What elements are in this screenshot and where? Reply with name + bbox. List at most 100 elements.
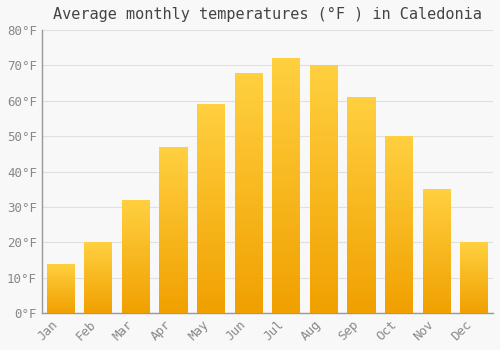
Bar xyxy=(422,241,451,243)
Bar xyxy=(122,245,150,247)
Bar xyxy=(234,213,262,217)
Bar xyxy=(310,305,338,309)
Bar xyxy=(272,75,300,79)
Bar xyxy=(84,271,112,272)
Bar xyxy=(460,289,488,291)
Bar xyxy=(84,307,112,308)
Bar xyxy=(460,305,488,306)
Bar xyxy=(460,278,488,279)
Bar xyxy=(160,199,188,202)
Bar xyxy=(234,165,262,169)
Bar xyxy=(422,278,451,280)
Bar xyxy=(122,228,150,230)
Bar xyxy=(272,88,300,92)
Bar xyxy=(348,137,376,140)
Bar xyxy=(160,269,188,272)
Bar xyxy=(84,292,112,293)
Bar xyxy=(84,281,112,282)
Bar xyxy=(385,301,413,304)
Bar xyxy=(46,293,74,294)
Bar xyxy=(348,223,376,227)
Bar xyxy=(422,224,451,226)
Bar xyxy=(348,230,376,234)
Bar xyxy=(122,307,150,309)
Bar xyxy=(385,148,413,151)
Bar xyxy=(385,189,413,192)
Bar xyxy=(422,303,451,305)
Bar xyxy=(422,290,451,293)
Bar xyxy=(46,265,74,266)
Bar xyxy=(197,181,225,184)
Bar xyxy=(122,230,150,232)
Bar xyxy=(46,286,74,287)
Bar xyxy=(385,239,413,242)
Bar xyxy=(234,169,262,173)
Bar xyxy=(197,108,225,111)
Bar xyxy=(197,111,225,115)
Bar xyxy=(422,305,451,307)
Bar xyxy=(422,237,451,239)
Bar xyxy=(197,104,225,108)
Bar xyxy=(272,182,300,186)
Bar xyxy=(460,294,488,295)
Bar xyxy=(46,275,74,276)
Bar xyxy=(272,258,300,262)
Bar xyxy=(160,180,188,183)
Bar xyxy=(310,144,338,148)
Bar xyxy=(348,184,376,187)
Bar xyxy=(234,265,262,269)
Bar xyxy=(348,144,376,148)
Bar xyxy=(348,148,376,151)
Bar xyxy=(310,276,338,280)
Bar xyxy=(272,152,300,156)
Bar xyxy=(160,272,188,274)
Bar xyxy=(84,251,112,252)
Bar xyxy=(460,302,488,304)
Bar xyxy=(385,284,413,287)
Bar xyxy=(84,278,112,279)
Bar xyxy=(160,233,188,236)
Bar xyxy=(348,166,376,169)
Bar xyxy=(310,280,338,284)
Bar xyxy=(310,231,338,234)
Bar xyxy=(310,65,338,70)
Bar xyxy=(272,164,300,169)
Bar xyxy=(460,252,488,253)
Bar xyxy=(272,279,300,284)
Bar xyxy=(84,244,112,245)
Bar xyxy=(348,238,376,241)
Bar xyxy=(84,248,112,250)
Bar xyxy=(422,255,451,257)
Bar xyxy=(348,248,376,252)
Bar xyxy=(84,295,112,296)
Bar xyxy=(310,210,338,214)
Bar xyxy=(272,224,300,228)
Bar xyxy=(46,295,74,296)
Bar xyxy=(385,181,413,183)
Bar xyxy=(348,173,376,176)
Bar xyxy=(46,274,74,275)
Bar xyxy=(160,305,188,308)
Bar xyxy=(197,125,225,129)
Bar xyxy=(272,67,300,71)
Bar xyxy=(197,160,225,163)
Bar xyxy=(272,250,300,254)
Bar xyxy=(234,92,262,97)
Bar xyxy=(422,251,451,253)
Bar xyxy=(197,136,225,139)
Bar xyxy=(84,288,112,289)
Bar xyxy=(197,296,225,299)
Bar xyxy=(122,258,150,260)
Bar xyxy=(460,301,488,302)
Bar xyxy=(348,219,376,223)
Bar xyxy=(84,268,112,270)
Bar xyxy=(385,154,413,157)
Bar xyxy=(272,266,300,271)
Bar xyxy=(348,202,376,205)
Bar xyxy=(122,294,150,296)
Bar xyxy=(84,265,112,266)
Bar xyxy=(348,288,376,292)
Bar xyxy=(84,255,112,257)
Bar xyxy=(460,273,488,274)
Bar xyxy=(46,296,74,298)
